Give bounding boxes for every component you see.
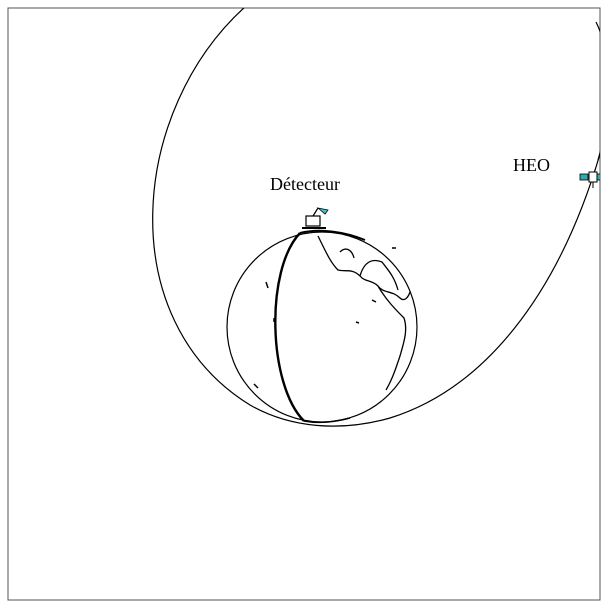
- earth: [226, 231, 418, 423]
- orbit-edge: [595, 21, 600, 33]
- detector-label: Détecteur: [270, 174, 340, 194]
- orbit-edge: [597, 150, 600, 161]
- scene: [152, 8, 600, 427]
- continents: [317, 235, 411, 391]
- detector-icon: [302, 207, 329, 229]
- satellite-label: HEO: [513, 155, 550, 175]
- heo-orbit: [152, 8, 600, 427]
- meridian: [274, 232, 305, 422]
- heo-satellite: [579, 171, 600, 188]
- islands: [253, 247, 396, 389]
- horizon: [303, 417, 351, 424]
- horizon: [299, 229, 366, 241]
